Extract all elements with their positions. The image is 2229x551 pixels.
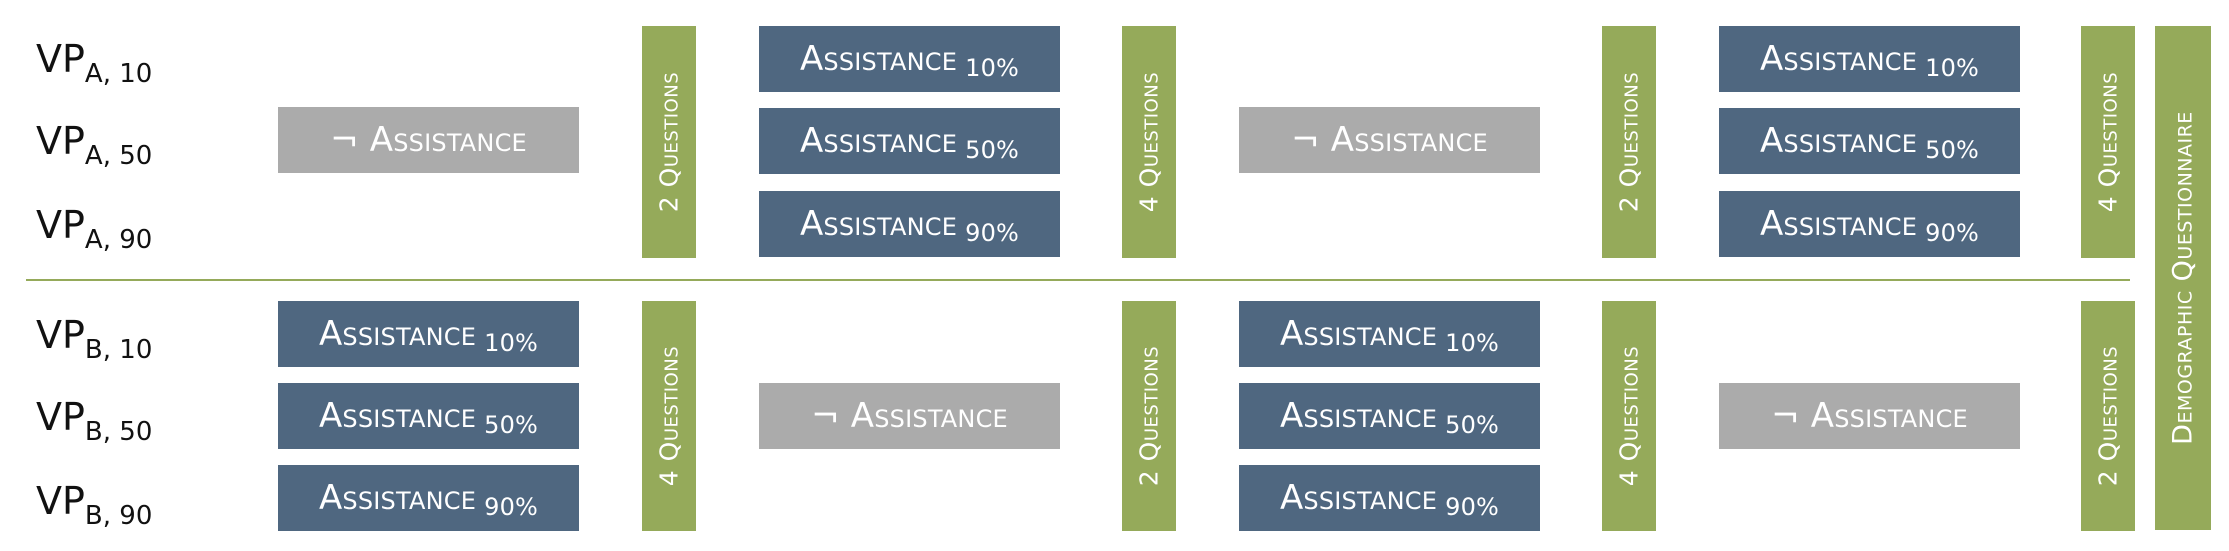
row-label-vp-b-10: VPB, 10 — [36, 313, 153, 365]
row-label-vp-a-90: VPA, 90 — [36, 203, 153, 255]
group-b-phase2-no-assistance: ¬ Assistance — [759, 383, 1060, 449]
row-label-vp-b-50: VPB, 50 — [36, 395, 153, 447]
group-a-phase2-assistance-10: Assistance 10% — [759, 26, 1060, 92]
group-b-phase1-assistance-50: Assistance 50% — [278, 383, 579, 449]
group-a-questions-bar-3: 2 Questions — [1602, 26, 1656, 258]
group-a-questions-bar-1: 2 Questions — [642, 26, 696, 258]
group-b-phase4-no-assistance: ¬ Assistance — [1719, 383, 2020, 449]
group-b-phase3-assistance-50: Assistance 50% — [1239, 383, 1540, 449]
group-a-phase4-assistance-10: Assistance 10% — [1719, 26, 2020, 92]
group-a-phase3-no-assistance: ¬ Assistance — [1239, 107, 1540, 173]
row-label-vp-b-90: VPB, 90 — [36, 479, 153, 531]
group-a-phase4-assistance-50: Assistance 50% — [1719, 108, 2020, 174]
group-a-phase4-assistance-90: Assistance 90% — [1719, 191, 2020, 257]
group-a-phase1-no-assistance: ¬ Assistance — [278, 107, 579, 173]
group-b-phase1-assistance-10: Assistance 10% — [278, 301, 579, 367]
group-b-phase1-assistance-90: Assistance 90% — [278, 465, 579, 531]
group-divider — [26, 279, 2130, 281]
group-a-phase2-assistance-50: Assistance 50% — [759, 108, 1060, 174]
group-b-phase3-assistance-10: Assistance 10% — [1239, 301, 1540, 367]
group-b-questions-bar-3: 4 Questions — [1602, 301, 1656, 531]
group-a-questions-bar-4: 4 Questions — [2081, 26, 2135, 258]
group-b-questions-bar-2: 2 Questions — [1122, 301, 1176, 531]
group-a-questions-bar-2: 4 Questions — [1122, 26, 1176, 258]
row-label-vp-a-50: VPA, 50 — [36, 119, 153, 171]
group-b-questions-bar-4: 2 Questions — [2081, 301, 2135, 531]
group-b-phase3-assistance-90: Assistance 90% — [1239, 465, 1540, 531]
demographic-questionnaire-bar: Demographic Questionnaire — [2155, 26, 2211, 530]
group-a-phase2-assistance-90: Assistance 90% — [759, 191, 1060, 257]
group-b-questions-bar-1: 4 Questions — [642, 301, 696, 531]
row-label-vp-a-10: VPA, 10 — [36, 37, 153, 89]
